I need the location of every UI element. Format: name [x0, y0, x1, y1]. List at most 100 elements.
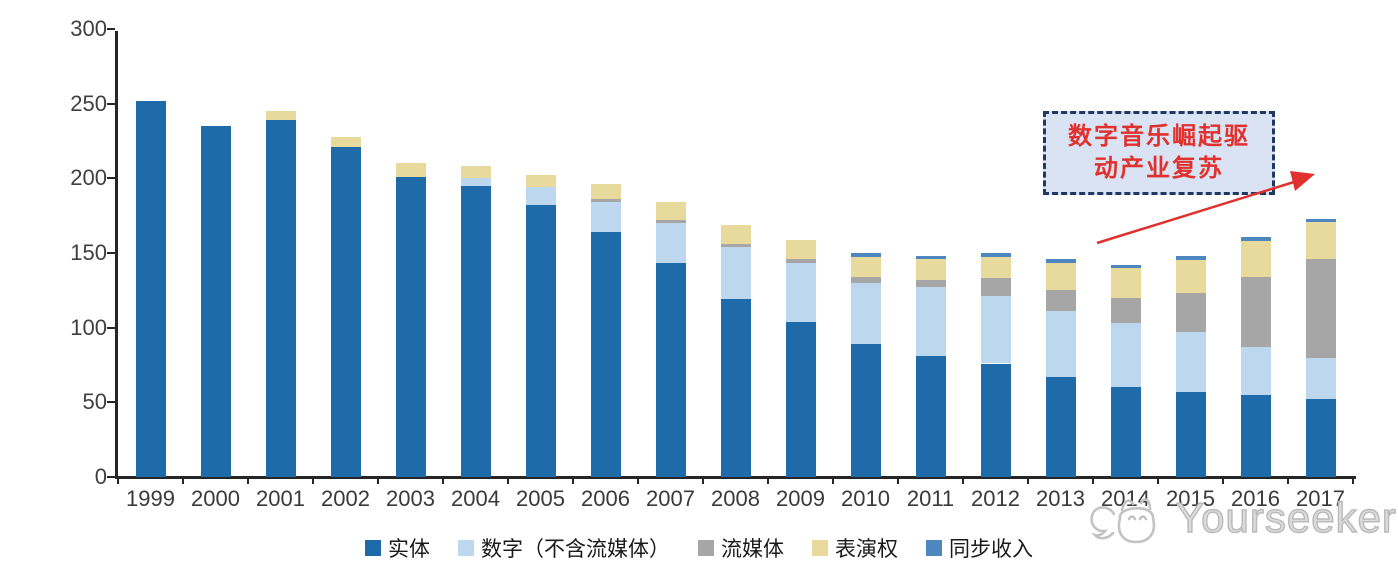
- bar-segment-2013: [1045, 376, 1076, 477]
- y-tick-mark: [107, 476, 115, 478]
- bar-segment-2007: [655, 263, 686, 477]
- legend-swatch-icon: [926, 540, 942, 556]
- x-tick-mark: [1287, 478, 1289, 484]
- bar-segment-2015: [1175, 260, 1206, 294]
- annotation-box: 数字音乐崛起驱 动产业复苏: [1043, 111, 1275, 195]
- bar-segment-2014: [1110, 267, 1141, 298]
- x-axis-label-2002: 2002: [321, 486, 370, 511]
- x-tick-mark: [1222, 478, 1224, 484]
- y-tick-label-50: 50: [82, 389, 107, 415]
- x-axis-label-2016: 2016: [1231, 486, 1280, 511]
- bar-segment-2009: [785, 263, 816, 322]
- y-tick-mark: [107, 326, 115, 329]
- bar-segment-2004: [460, 166, 491, 179]
- bar-segment-2013: [1045, 258, 1076, 264]
- bar-segment-2004: [460, 185, 491, 477]
- legend-label: 表演权: [835, 538, 898, 561]
- bar-segment-2012: [980, 278, 1011, 297]
- bar-segment-2007: [655, 223, 686, 264]
- y-tick-mark: [107, 401, 115, 404]
- bar-segment-2016: [1240, 394, 1271, 477]
- bar-segment-2009: [785, 258, 816, 264]
- x-axis-label-2007: 2007: [646, 486, 695, 511]
- bar-segment-2008: [720, 299, 751, 477]
- bar-segment-2006: [590, 184, 621, 200]
- x-axis-label-2008: 2008: [711, 486, 760, 511]
- bar-segment-2011: [915, 287, 946, 357]
- x-axis-label-2014: 2014: [1101, 486, 1150, 511]
- y-tick-label-250: 250: [70, 90, 107, 116]
- y-tick-mark: [107, 28, 115, 30]
- legend-swatch-icon: [698, 540, 714, 556]
- x-axis-label-2000: 2000: [191, 486, 240, 511]
- x-tick-mark: [962, 478, 964, 484]
- x-tick-mark: [1027, 478, 1029, 484]
- bar-segment-2008: [720, 247, 751, 300]
- x-axis-label-1999: 1999: [126, 486, 175, 511]
- bar-segment-2011: [915, 356, 946, 477]
- bar-segment-2017: [1305, 218, 1336, 222]
- bar-segment-2017: [1305, 399, 1336, 477]
- legend-label: 流媒体: [721, 538, 784, 561]
- x-tick-mark: [572, 478, 574, 484]
- x-tick-mark: [312, 478, 314, 484]
- bar-segment-2001: [265, 120, 296, 477]
- bar-segment-2010: [850, 257, 881, 277]
- bar-segment-2005: [525, 205, 556, 477]
- bar-segment-2009: [785, 321, 816, 477]
- x-tick-mark: [897, 478, 899, 484]
- bar-segment-2006: [590, 199, 621, 203]
- bar-segment-2014: [1110, 297, 1141, 324]
- bar-segment-2017: [1305, 357, 1336, 400]
- bar-segment-2010: [850, 276, 881, 283]
- x-tick-mark: [377, 478, 379, 484]
- x-axis-label-2001: 2001: [256, 486, 305, 511]
- legend-swatch-icon: [365, 540, 381, 556]
- bar-segment-2016: [1240, 241, 1271, 277]
- bar-segment-2001: [265, 111, 296, 121]
- bar-segment-2005: [525, 175, 556, 188]
- x-tick-mark: [1157, 478, 1159, 484]
- bar-segment-2002: [330, 136, 361, 147]
- x-axis-label-2005: 2005: [516, 486, 565, 511]
- x-axis-label-2017: 2017: [1296, 486, 1345, 511]
- y-tick-label-150: 150: [70, 240, 107, 265]
- bar-segment-2002: [330, 146, 361, 477]
- bar-segment-2004: [460, 178, 491, 186]
- legend-item-数字（不含流媒体）: 数字（不含流媒体）: [458, 533, 670, 563]
- annotation-text-line2: 动产业复苏: [1094, 155, 1224, 182]
- y-tick-mark: [107, 177, 115, 180]
- bar-segment-2016: [1240, 236, 1271, 242]
- bar-segment-2016: [1240, 276, 1271, 348]
- bar-segment-2006: [590, 232, 621, 477]
- bar-segment-2017: [1305, 258, 1336, 358]
- bar-segment-2014: [1110, 387, 1141, 477]
- bar-segment-2014: [1110, 264, 1141, 268]
- bar-segment-2009: [785, 239, 816, 259]
- bar-segment-2010: [850, 253, 881, 258]
- y-tick-label-0: 0: [94, 464, 107, 489]
- bar-segment-2015: [1175, 391, 1206, 477]
- bar-segment-2013: [1045, 263, 1076, 291]
- bar-segment-2013: [1045, 311, 1076, 377]
- legend-item-表演权: 表演权: [812, 533, 898, 563]
- bar-segment-2006: [590, 202, 621, 233]
- legend-item-流媒体: 流媒体: [698, 533, 784, 563]
- legend-label: 同步收入: [949, 538, 1033, 561]
- x-axis-label-2006: 2006: [581, 486, 630, 511]
- bar-segment-2012: [980, 296, 1011, 364]
- y-tick-label-300: 300: [70, 16, 107, 41]
- legend-label: 数字（不含流媒体）: [481, 538, 670, 561]
- x-tick-mark: [1352, 478, 1354, 484]
- bar-segment-2003: [395, 163, 426, 177]
- bar-segment-2013: [1045, 290, 1076, 312]
- bar-segment-2011: [915, 279, 946, 288]
- chart-legend: 实体 数字（不含流媒体） 流媒体 表演权 同步收入: [0, 533, 1398, 563]
- x-axis-label-2015: 2015: [1166, 486, 1215, 511]
- bar-segment-2008: [720, 244, 751, 248]
- x-tick-mark: [442, 478, 444, 484]
- y-tick-mark: [107, 102, 115, 105]
- bar-segment-2011: [915, 255, 946, 259]
- bar-segment-2003: [395, 176, 426, 477]
- x-axis-label-2013: 2013: [1036, 486, 1085, 511]
